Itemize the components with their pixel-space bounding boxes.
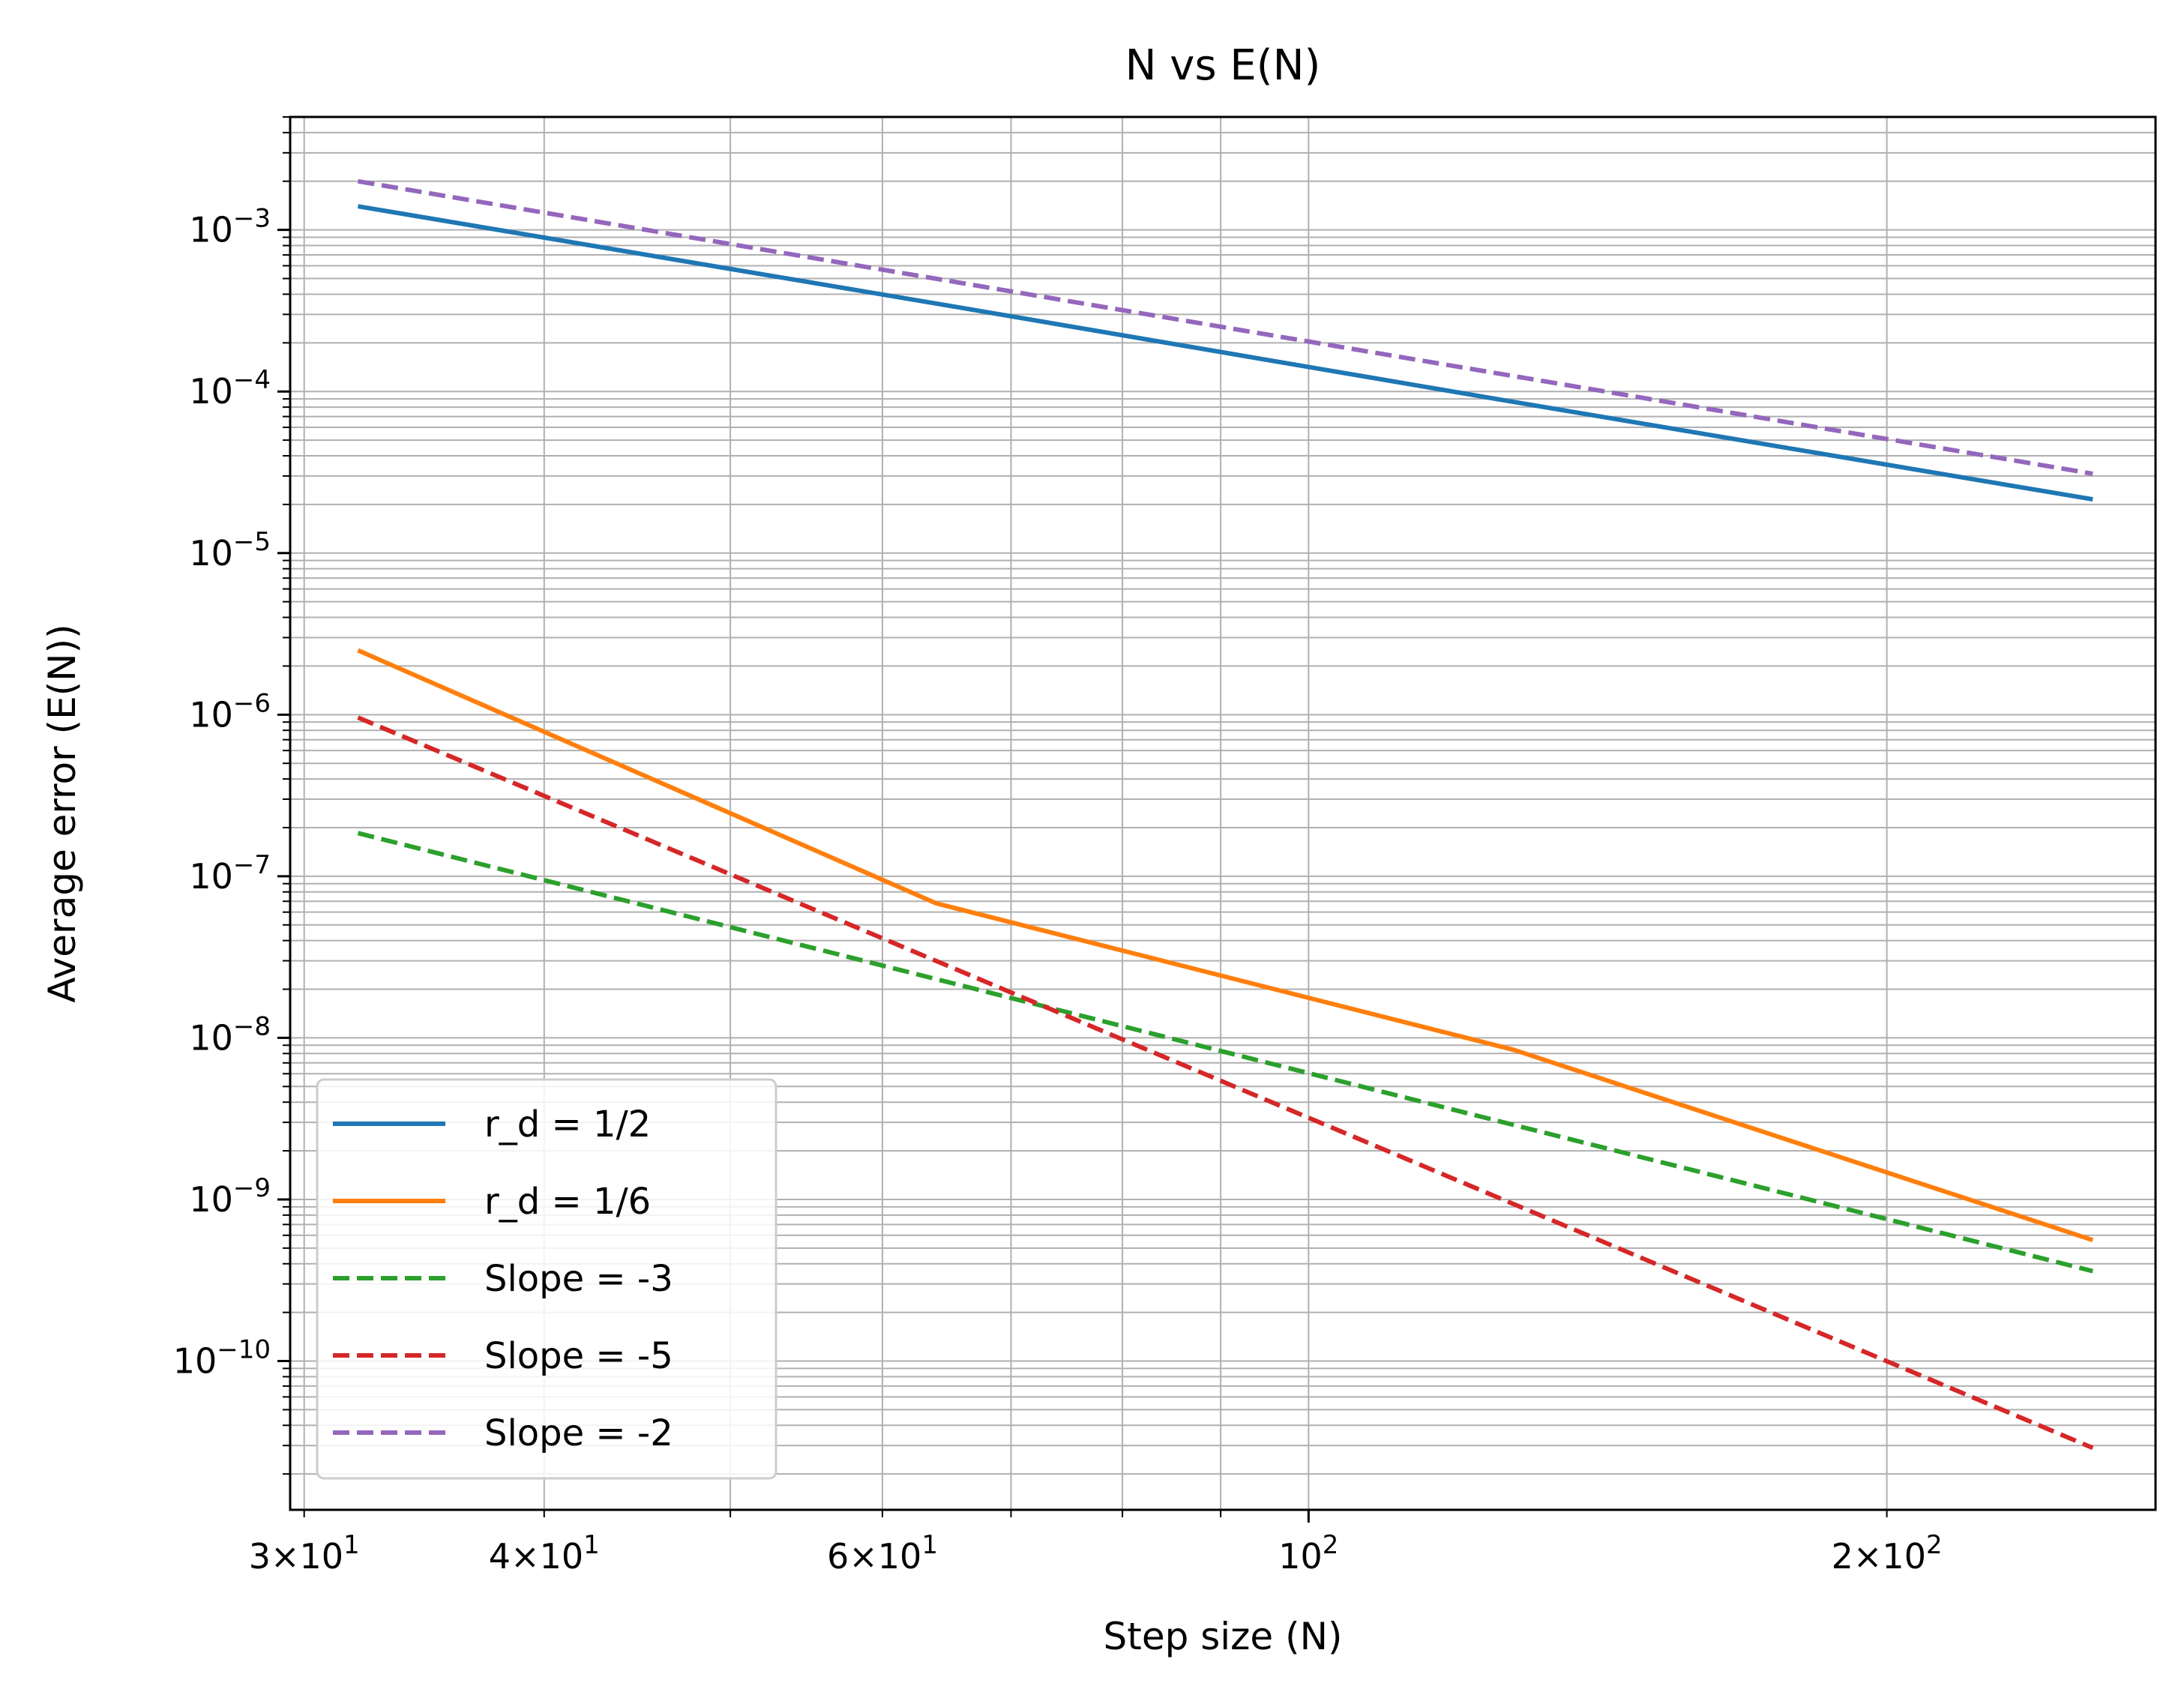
series-line — [358, 204, 2093, 502]
axis-ticks: 3×101 4×101 6×101 102 2×102 10−3 10−4 10−5 10−6 1… — [173, 116, 1943, 1577]
x-tick-label: 4×101 — [489, 1530, 600, 1577]
y-tick-label: 10−5 — [189, 527, 271, 573]
x-axis-label: Step size (N) — [1104, 1615, 1343, 1658]
y-tick-label: 10−4 — [189, 365, 271, 412]
chart-title: N vs E(N) — [1125, 41, 1321, 90]
y-axis-label: Average error (E(N)) — [40, 624, 84, 1002]
x-tick-label: 102 — [1278, 1530, 1338, 1577]
legend-label: Slope = -3 — [484, 1258, 673, 1300]
legend-label: r_d = 1/6 — [484, 1181, 651, 1223]
legend-label: Slope = -5 — [484, 1335, 673, 1377]
series-layer — [357, 178, 2094, 1451]
series-line — [357, 648, 2094, 1243]
y-tick-label: 10−3 — [189, 204, 271, 250]
x-tick-label: 3×101 — [249, 1530, 360, 1577]
legend-label: r_d = 1/2 — [484, 1104, 651, 1145]
y-tick-label: 10−8 — [189, 1011, 271, 1058]
x-tick-label: 6×101 — [827, 1530, 938, 1577]
y-tick-label: 10−6 — [189, 688, 271, 735]
series-line — [358, 178, 2093, 476]
y-tick-label: 10−7 — [189, 850, 271, 897]
legend-box — [316, 1078, 777, 1480]
grid-lines — [290, 116, 2156, 1510]
y-tick-label: 10−10 — [173, 1335, 271, 1382]
series-line — [357, 715, 2094, 1451]
y-tick-label: 10−9 — [189, 1173, 271, 1220]
legend: r_d = 1/2 r_d = 1/6 Slope = -3 Slope = -5 Sl… — [316, 1078, 777, 1480]
plot-frame — [289, 115, 2157, 1511]
x-tick-label: 2×102 — [1832, 1530, 1943, 1577]
legend-label: Slope = -2 — [484, 1412, 673, 1454]
series-line — [357, 831, 2094, 1274]
